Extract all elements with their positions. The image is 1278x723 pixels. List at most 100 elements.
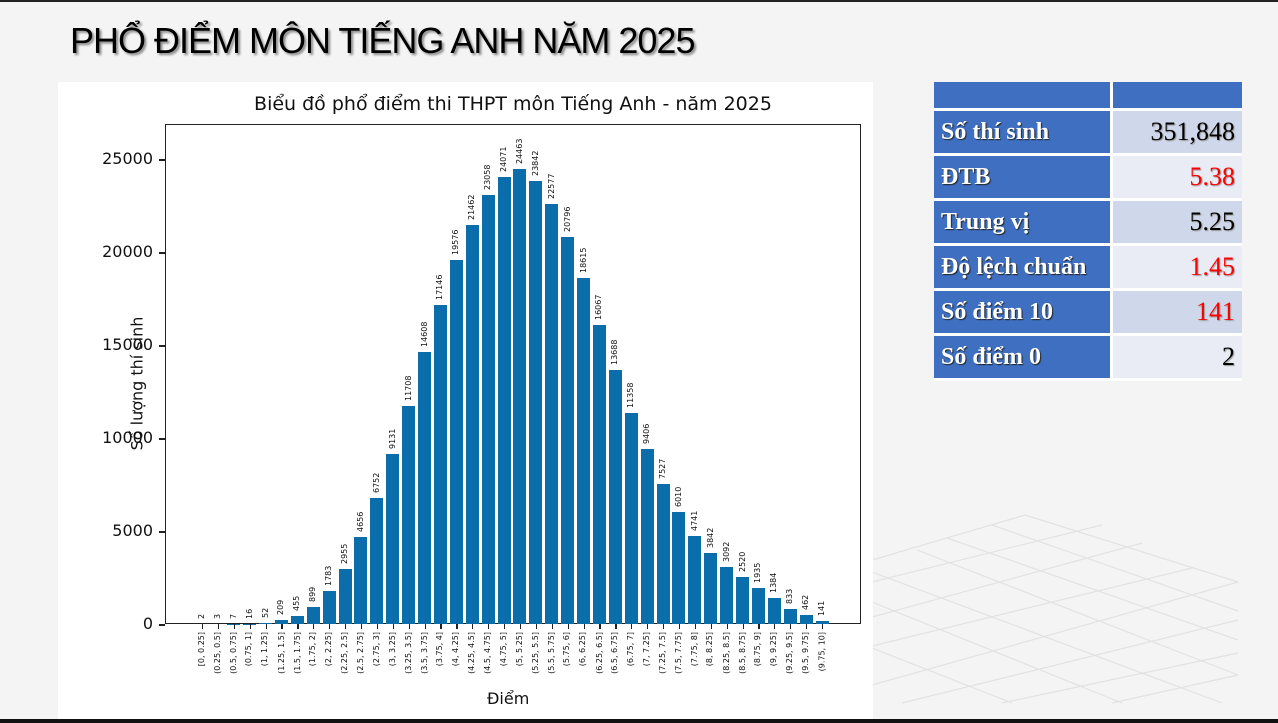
- y-tick-label: 10000: [102, 428, 153, 448]
- x-tick: [519, 624, 522, 629]
- stats-value: 5.25: [1113, 201, 1242, 246]
- bar-value-label: 16: [244, 608, 254, 619]
- bar: [497, 176, 511, 624]
- bar-value-label: 13688: [610, 339, 620, 365]
- bar-value-label: 209: [276, 599, 286, 616]
- x-tick-label: (9.75, 10]: [817, 632, 826, 672]
- bar-value-label: 21462: [467, 194, 477, 221]
- bar-value-label: 18615: [578, 247, 588, 273]
- x-tick-label: (5.5, 5.75]: [546, 632, 556, 674]
- x-tick: [488, 624, 490, 629]
- bar: [561, 237, 575, 624]
- y-tick: [159, 438, 165, 440]
- stats-row: Độ lệch chuẩn 1.45: [934, 246, 1242, 291]
- x-tick-label: (4.5, 4.75]: [483, 632, 493, 674]
- x-tick-label: (4.75, 5]: [499, 632, 509, 667]
- x-tick: [345, 624, 347, 629]
- x-tick: [376, 624, 379, 629]
- x-tick: [535, 624, 538, 629]
- bar: [513, 169, 527, 624]
- x-tick-label: (8.25, 8.5]: [721, 632, 731, 674]
- bar-value-label: 1935: [753, 562, 763, 584]
- stats-label: Số điểm 10: [934, 291, 1113, 336]
- bar-value-label: 14608: [419, 322, 429, 348]
- bar-value-label: 141: [817, 601, 826, 617]
- x-tick-label: (0.75, 1]: [244, 632, 254, 667]
- stats-row: Số thí sinh 351,848: [934, 111, 1242, 156]
- y-tick-label: 15000: [102, 335, 153, 355]
- x-tick: [806, 624, 808, 629]
- bar-value-label: 7527: [658, 458, 668, 480]
- bar-value-label: 899: [308, 587, 318, 603]
- stats-value: 1.45: [1113, 246, 1242, 291]
- x-tick: [647, 624, 649, 629]
- bar-value-label: 19576: [451, 229, 461, 256]
- bar-value-label: 6752: [371, 473, 381, 494]
- x-tick-label: (8.5, 8.75]: [737, 632, 747, 674]
- bar-value-label: 2520: [737, 551, 747, 573]
- bar-value-label: 833: [785, 588, 795, 604]
- bar: [370, 498, 384, 624]
- x-tick: [694, 624, 696, 629]
- x-tick: [424, 624, 426, 629]
- decorative-grid: [872, 514, 1239, 704]
- stats-label: Số điểm 0: [934, 336, 1113, 381]
- bar-value-label: 52: [260, 607, 270, 619]
- stats-value: 351,848: [1113, 111, 1242, 156]
- x-tick: [567, 624, 569, 629]
- x-tick: [297, 624, 299, 629]
- x-tick: [822, 624, 824, 629]
- x-tick: [265, 624, 267, 629]
- x-tick: [360, 624, 363, 629]
- stats-header-row: [934, 82, 1242, 111]
- bar-value-label: 2955: [340, 543, 350, 565]
- slide-title: PHỔ ĐIỂM MÔN TIẾNG ANH NĂM 2025: [70, 20, 695, 61]
- x-tick-label: (0.25, 0.5]: [212, 632, 222, 674]
- y-tick-label: 0: [142, 614, 153, 633]
- x-tick-label: (3.25, 3.5]: [403, 632, 413, 674]
- x-tick: [678, 624, 681, 629]
- bar-value-label: 4656: [355, 512, 365, 533]
- x-tick-label: (4, 4.25]: [451, 632, 461, 667]
- bar: [704, 552, 718, 624]
- bar: [751, 588, 765, 624]
- bar-value-label: 9131: [387, 428, 397, 450]
- stats-label: Độ lệch chuẩn: [934, 246, 1113, 291]
- y-tick: [159, 345, 165, 347]
- bar-value-label: 3: [212, 613, 222, 619]
- x-tick-label: (9.25, 9.5]: [785, 632, 795, 674]
- y-axis-label: Số lượng thí sinh: [127, 316, 147, 451]
- bar: [322, 590, 336, 624]
- bar: [545, 204, 559, 624]
- y-tick: [159, 624, 165, 626]
- bar: [624, 412, 638, 624]
- x-tick: [202, 624, 204, 629]
- stats-row: ĐTB 5.38: [934, 156, 1242, 201]
- bar: [449, 260, 463, 624]
- bar: [386, 454, 400, 624]
- bar-value-label: 22577: [546, 173, 556, 200]
- x-tick: [440, 624, 442, 629]
- stats-header-cell: [1113, 82, 1242, 111]
- x-tick-label: [0, 0.25]: [197, 632, 206, 667]
- x-tick-label: (4.25, 4.5]: [467, 632, 477, 674]
- x-tick-label: (6.25, 6.5]: [594, 632, 604, 674]
- x-tick: [710, 624, 712, 629]
- y-tick-label: 5000: [112, 521, 153, 541]
- x-axis-label: Điểm: [487, 689, 530, 708]
- bar-value-label: 7: [228, 613, 238, 619]
- x-tick-label: (6, 6.25]: [578, 632, 588, 667]
- bar: [402, 406, 416, 624]
- bar: [418, 352, 432, 624]
- x-tick-label: (1, 1.25]: [260, 632, 270, 667]
- stats-label: ĐTB: [934, 156, 1113, 201]
- stats-label: Trung vị: [934, 201, 1113, 246]
- bar-value-label: 1783: [324, 565, 334, 586]
- x-tick-label: (3.5, 3.75]: [419, 632, 429, 674]
- stats-header-cell: [934, 82, 1113, 111]
- bar: [481, 195, 495, 624]
- x-tick: [329, 624, 331, 629]
- bar: [259, 623, 273, 624]
- bar-value-label: 16067: [594, 294, 604, 321]
- x-tick: [551, 624, 553, 629]
